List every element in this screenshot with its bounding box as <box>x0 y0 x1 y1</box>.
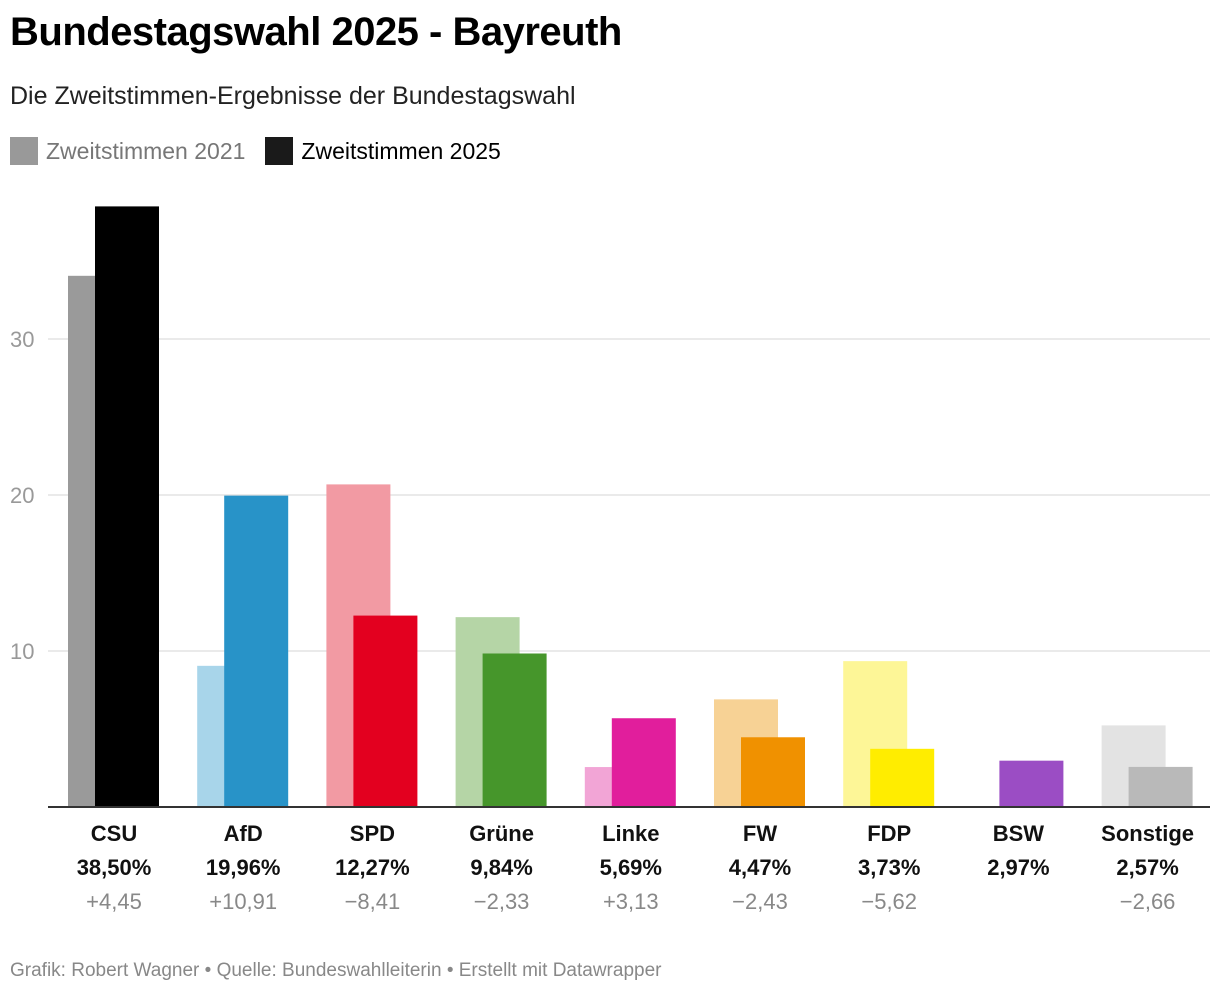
bar-2025-fdp <box>870 748 935 807</box>
category-label-sonstige: Sonstige <box>1101 821 1194 846</box>
y-tick-label-30: 30 <box>10 327 34 352</box>
value-label-afd: 19,96% <box>206 855 281 880</box>
change-label-gruene: −2,33 <box>474 889 530 914</box>
bar-2025-spd <box>353 615 418 807</box>
change-label-csu: +4,45 <box>86 889 142 914</box>
change-label-fw: −2,43 <box>732 889 788 914</box>
category-label-spd: SPD <box>350 821 395 846</box>
category-label-fw: FW <box>743 821 777 846</box>
bar-2025-gruene <box>482 653 547 807</box>
bar-2025-sonstige <box>1128 766 1193 807</box>
value-label-sonstige: 2,57% <box>1116 855 1178 880</box>
value-label-spd: 12,27% <box>335 855 410 880</box>
y-tick-label-20: 20 <box>10 483 34 508</box>
chart-title: Bundestagswahl 2025 - Bayreuth <box>10 10 622 54</box>
value-label-bsw: 2,97% <box>987 855 1049 880</box>
legend-swatch-2021 <box>10 137 38 165</box>
value-label-csu: 38,50% <box>77 855 152 880</box>
value-label-gruene: 9,84% <box>470 855 532 880</box>
legend-swatch-2025 <box>265 137 294 165</box>
footer-credit: Grafik: Robert Wagner • Quelle: Bundeswa… <box>10 960 662 981</box>
category-label-linke: Linke <box>602 821 659 846</box>
value-label-fdp: 3,73% <box>858 855 920 880</box>
bar-2025-csu <box>95 206 159 807</box>
change-label-linke: +3,13 <box>603 889 659 914</box>
category-label-bsw: BSW <box>993 821 1045 846</box>
change-label-sonstige: −2,66 <box>1120 889 1176 914</box>
category-label-gruene: Grüne <box>469 821 534 846</box>
change-label-afd: +10,91 <box>209 889 277 914</box>
chart-subtitle: Die Zweitstimmen-Ergebnisse der Bundesta… <box>10 82 576 110</box>
category-label-fdp: FDP <box>867 821 911 846</box>
bar-2025-linke <box>611 718 676 807</box>
category-label-csu: CSU <box>91 821 137 846</box>
value-label-fw: 4,47% <box>729 855 791 880</box>
value-label-linke: 5,69% <box>600 855 662 880</box>
legend-item-2025: Zweitstimmen 2025 <box>265 137 501 165</box>
bar-2025-bsw <box>999 760 1064 807</box>
bar-chart: 10 20 30 CSU 38,50% +4,45 AfD 19,96% +10,91 SPD 12… <box>10 206 1210 914</box>
change-label-spd: −8,41 <box>345 889 401 914</box>
legend: Zweitstimmen 2021 Zweitstimmen 2025 <box>10 137 501 165</box>
change-label-fdp: −5,62 <box>861 889 917 914</box>
legend-item-2021: Zweitstimmen 2021 <box>10 137 245 165</box>
legend-label-2021: Zweitstimmen 2021 <box>46 137 246 164</box>
legend-label-2025: Zweitstimmen 2025 <box>301 137 501 164</box>
bar-2025-afd <box>224 495 289 807</box>
category-label-afd: AfD <box>224 821 263 846</box>
y-tick-label-10: 10 <box>10 639 34 664</box>
bar-2025-fw <box>741 737 805 807</box>
